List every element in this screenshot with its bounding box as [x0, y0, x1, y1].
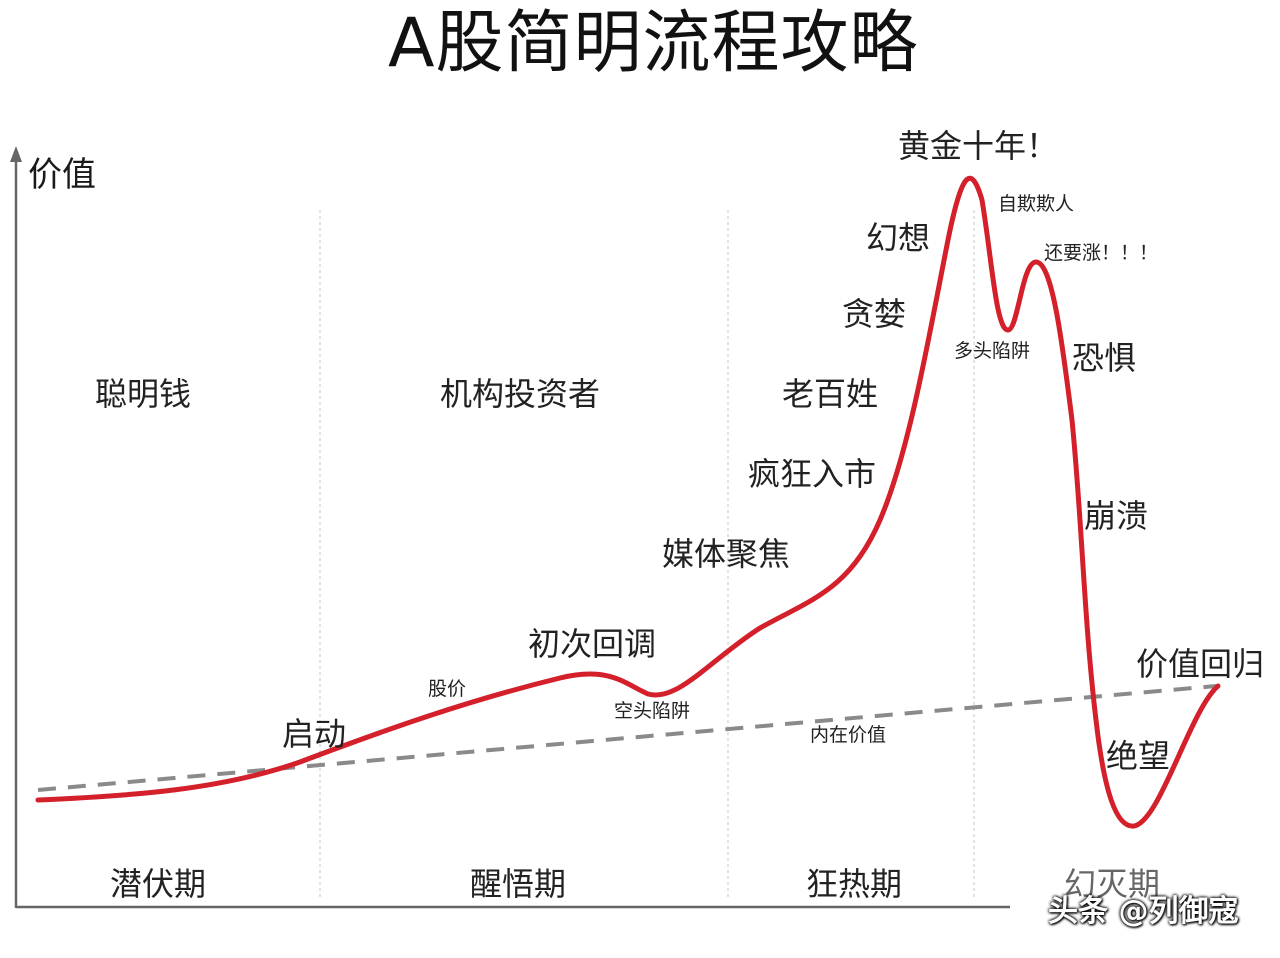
stage-label-value-return: 价值回归 — [1136, 645, 1265, 683]
annotation-price: 股价 — [428, 678, 467, 700]
annotation-self-deception: 自欺欺人 — [998, 193, 1075, 215]
page-title: A股简明流程攻略 — [388, 4, 919, 83]
watermark: 头条 @列御寇 — [1048, 894, 1239, 929]
stage-label-first-pullback: 初次回调 — [528, 625, 657, 663]
stage-label-illusion: 幻想 — [866, 219, 931, 257]
annotation-intrinsic-value: 内在价值 — [810, 724, 887, 746]
phase-label-awakening: 醒悟期 — [470, 865, 567, 903]
stage-label-despair: 绝望 — [1106, 737, 1171, 775]
group-label-public: 老百姓 — [782, 375, 879, 413]
stage-label-golden-decade: 黄金十年！ — [898, 127, 1059, 165]
annotation-still-rising: 还要涨！！！ — [1044, 242, 1159, 264]
annotation-bull-trap: 多头陷阱 — [954, 340, 1031, 362]
group-label-smart-money: 聪明钱 — [95, 375, 192, 413]
annotation-bear-trap: 空头陷阱 — [614, 700, 691, 722]
stage-label-frenzy: 疯狂入市 — [748, 455, 877, 493]
stage-label-fear: 恐惧 — [1072, 339, 1137, 377]
stage-label-greed: 贪婪 — [842, 295, 907, 333]
stage-label-start: 启动 — [282, 715, 347, 753]
group-label-institutions: 机构投资者 — [440, 375, 601, 413]
y-axis-arrow — [10, 146, 22, 162]
stage-label-collapse: 崩溃 — [1084, 497, 1149, 535]
phase-label-disillusion: 幻灭期 — [1064, 865, 1161, 903]
intrinsic-value-line — [37, 684, 1217, 792]
phase-label-latent: 潜伏期 — [110, 865, 207, 903]
price-curve — [35, 175, 1221, 829]
y-axis-label: 价值 — [28, 155, 96, 195]
stage-label-media-focus: 媒体聚焦 — [662, 535, 791, 573]
phase-label-mania: 狂热期 — [806, 865, 903, 903]
